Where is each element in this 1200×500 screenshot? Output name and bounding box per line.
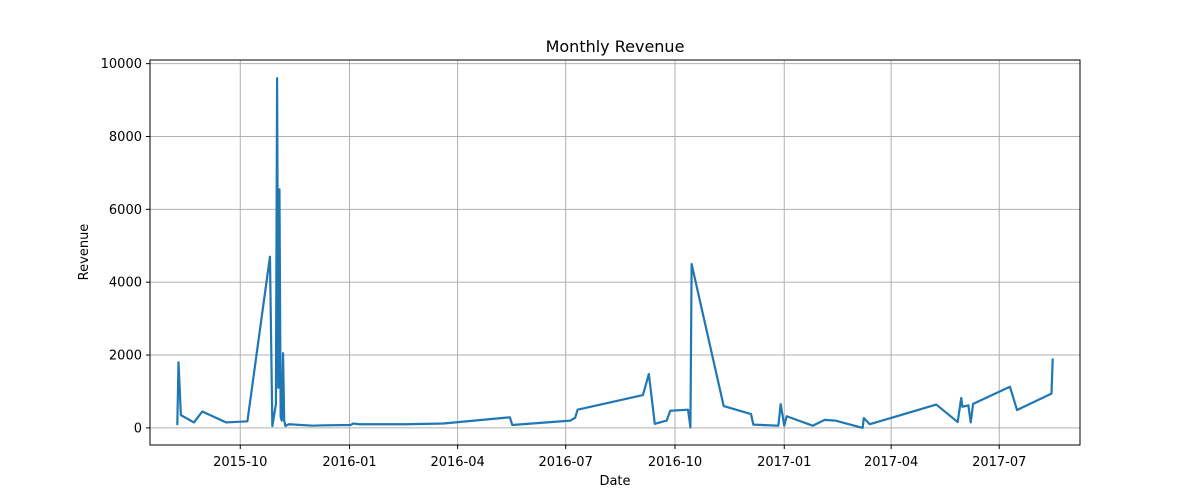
x-tick-label: 2016-04 (430, 455, 484, 470)
y-tick-label: 2000 (109, 349, 142, 364)
y-tick-label: 10000 (101, 57, 142, 72)
plot-frame (149, 59, 1081, 446)
chart-title: Monthly Revenue (546, 37, 685, 56)
x-tick-label: 2017-07 (972, 455, 1026, 470)
x-tick-label: 2015-10 (213, 455, 267, 470)
y-tick-label: 6000 (109, 203, 142, 218)
y-axis-label: Revenue (77, 224, 92, 281)
x-tick-label: 2017-01 (757, 455, 811, 470)
x-tick-label: 2016-07 (539, 455, 593, 470)
revenue-series-line (176, 77, 1054, 429)
y-tick-label: 8000 (109, 130, 142, 145)
x-tick-label: 2016-01 (322, 455, 376, 470)
y-tick-label: 4000 (109, 276, 142, 291)
x-tick-label: 2016-10 (648, 455, 702, 470)
series-line-group (176, 77, 1054, 429)
y-tick-label: 0 (134, 421, 142, 436)
y-axis-ticks: 0 2000 4000 6000 8000 10000 (101, 57, 150, 436)
x-axis-ticks: 2015-10 2016-01 2016-04 2016-07 2016-10 2017-… (213, 445, 1026, 470)
grid-lines (150, 60, 1080, 445)
x-tick-label: 2017-04 (864, 455, 918, 470)
x-axis-label: Date (599, 474, 630, 489)
